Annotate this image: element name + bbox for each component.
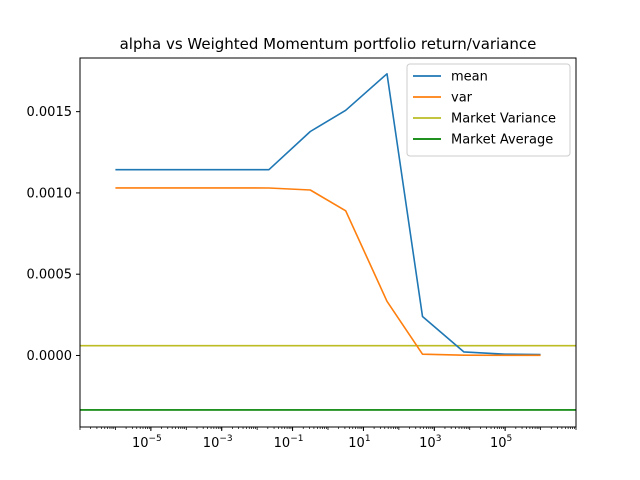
legend: mean var Market Variance Market Average	[406, 63, 571, 157]
x-tick-label: 10−1	[274, 434, 304, 451]
legend-label: mean	[451, 70, 488, 85]
y-tick-label: 0.0015	[27, 105, 73, 120]
legend-box	[406, 63, 571, 157]
x-tick-label: 10−5	[132, 434, 162, 451]
legend-label: Market Average	[451, 133, 553, 148]
chart-title: alpha vs Weighted Momentum portfolio ret…	[120, 35, 537, 53]
series-line-mean	[115, 73, 541, 356]
y-axis-ticks: 0.0000 0.0005 0.0010 0.0015	[27, 105, 80, 364]
x-axis-ticks: 10−5 10−3 10−1 101 103 105	[79, 427, 577, 451]
x-tick-label: 10−3	[203, 434, 233, 451]
legend-label: Market Variance	[451, 112, 556, 127]
legend-label: var	[451, 91, 473, 106]
plot-lines	[80, 73, 576, 411]
y-tick-label: 0.0005	[27, 268, 73, 283]
y-tick-label: 0.0010	[27, 186, 73, 201]
x-tick-label: 105	[490, 434, 512, 451]
x-tick-label: 101	[348, 434, 370, 451]
series-line-var	[115, 187, 541, 357]
y-tick-label: 0.0000	[27, 349, 73, 364]
x-tick-label: 103	[419, 434, 441, 451]
